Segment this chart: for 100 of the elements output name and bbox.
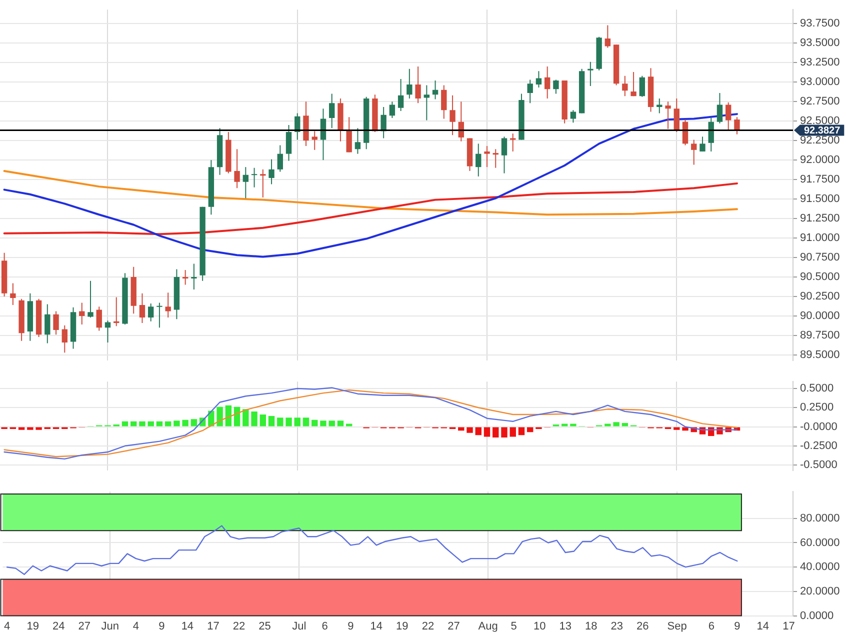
candlestick <box>389 101 396 118</box>
bar <box>320 420 326 426</box>
candlestick <box>656 98 662 114</box>
candlestick <box>260 168 266 198</box>
y-tick-label: -0.0000 <box>800 420 838 433</box>
y-tick-label: 91.7500 <box>800 174 840 186</box>
x-tick-label: 19 <box>26 620 39 632</box>
candlestick <box>424 84 430 121</box>
candlestick <box>527 79 533 104</box>
candlestick <box>156 302 162 328</box>
y-tick-label: 92.5000 <box>800 115 840 128</box>
x-tick-label: 22 <box>422 620 434 632</box>
bar <box>251 411 258 426</box>
bar <box>190 419 198 426</box>
x-tick-label: 23 <box>610 620 624 632</box>
bar <box>294 418 300 426</box>
x-tick-label: 14 <box>756 620 770 632</box>
candlestick <box>44 304 50 344</box>
bar <box>604 424 611 426</box>
candlestick <box>630 71 636 97</box>
y-tick-label: 93.2500 <box>800 56 840 69</box>
candlestick <box>553 79 559 94</box>
x-tick-label: 19 <box>396 620 408 632</box>
candlestick <box>88 280 94 318</box>
candlestick <box>277 144 283 172</box>
candlestick <box>242 166 248 199</box>
y-tick-label: 90.0000 <box>800 310 840 322</box>
y-tick-label: 93.5000 <box>800 37 840 50</box>
candlestick <box>492 148 498 168</box>
candlestick <box>139 292 146 324</box>
candlestick <box>432 80 438 100</box>
y-tick-label: 91.2500 <box>800 212 840 225</box>
x-tick-label: 4 <box>4 620 10 632</box>
bar <box>174 420 180 426</box>
candlestick <box>286 124 292 162</box>
bar <box>216 406 223 426</box>
candlestick <box>544 66 550 99</box>
bar <box>268 416 275 426</box>
bar <box>18 427 25 430</box>
x-tick-label: 9 <box>348 620 354 632</box>
candlestick <box>104 320 111 343</box>
candlestick <box>268 158 274 185</box>
bar <box>156 421 163 426</box>
x-tick-label: Sep <box>667 620 687 632</box>
bar <box>27 427 34 430</box>
x-tick-label: 27 <box>78 620 90 632</box>
bar <box>277 418 284 426</box>
x-tick-label: 27 <box>448 620 460 632</box>
bar <box>346 424 352 426</box>
bar <box>682 427 688 431</box>
candlestick <box>182 269 188 286</box>
bar <box>570 424 576 426</box>
x-tick-label: Aug <box>478 620 498 632</box>
x-tick-label: Jul <box>292 620 306 632</box>
candlestick <box>536 70 542 88</box>
x-tick-label: 24 <box>52 620 65 632</box>
candlestick <box>380 106 386 139</box>
bar <box>337 420 344 426</box>
bar <box>148 421 154 426</box>
candlestick <box>674 98 680 132</box>
y-tick-label: 89.5000 <box>800 348 840 361</box>
candlestick <box>148 302 154 322</box>
candlestick <box>320 108 326 161</box>
x-tick-label: 22 <box>232 620 246 632</box>
candlestick <box>312 130 318 150</box>
candlestick <box>665 101 671 130</box>
candlestick <box>708 116 714 152</box>
bar <box>492 427 499 438</box>
bar <box>328 420 335 426</box>
x-tick-label: 4 <box>132 620 139 632</box>
y-tick-label: 91.0000 <box>800 232 840 244</box>
candlestick <box>700 136 706 152</box>
candlestick <box>604 24 611 48</box>
x-tick-label: 14 <box>370 620 383 632</box>
x-tick-label: 10 <box>533 620 546 632</box>
y-tick-label: 90.2500 <box>800 290 840 303</box>
x-tick-label: 25 <box>258 620 271 632</box>
candlestick <box>346 116 352 153</box>
bar <box>561 424 568 426</box>
y-tick-label: 89.7500 <box>800 329 840 342</box>
bar <box>613 422 620 426</box>
bar <box>484 427 490 437</box>
candlestick <box>329 93 335 129</box>
candlestick <box>639 75 645 98</box>
x-tick-label: 6 <box>708 620 714 632</box>
candlestick <box>96 306 102 332</box>
y-tick-label: 93.7500 <box>800 18 840 30</box>
x-tick-label: 14 <box>181 620 194 632</box>
candlestick <box>415 66 421 104</box>
candlestick <box>191 263 197 290</box>
bar <box>458 427 464 431</box>
candlestick <box>484 146 490 168</box>
candlestick <box>251 167 258 188</box>
y-tick-label: 80.0000 <box>800 512 840 524</box>
x-tick-label: 9 <box>734 620 740 632</box>
y-tick-label: 91.5000 <box>800 193 840 206</box>
candlestick <box>622 75 628 97</box>
candlestick <box>114 296 120 327</box>
y-tick-label: 90.7500 <box>800 252 840 264</box>
bar <box>164 421 172 426</box>
